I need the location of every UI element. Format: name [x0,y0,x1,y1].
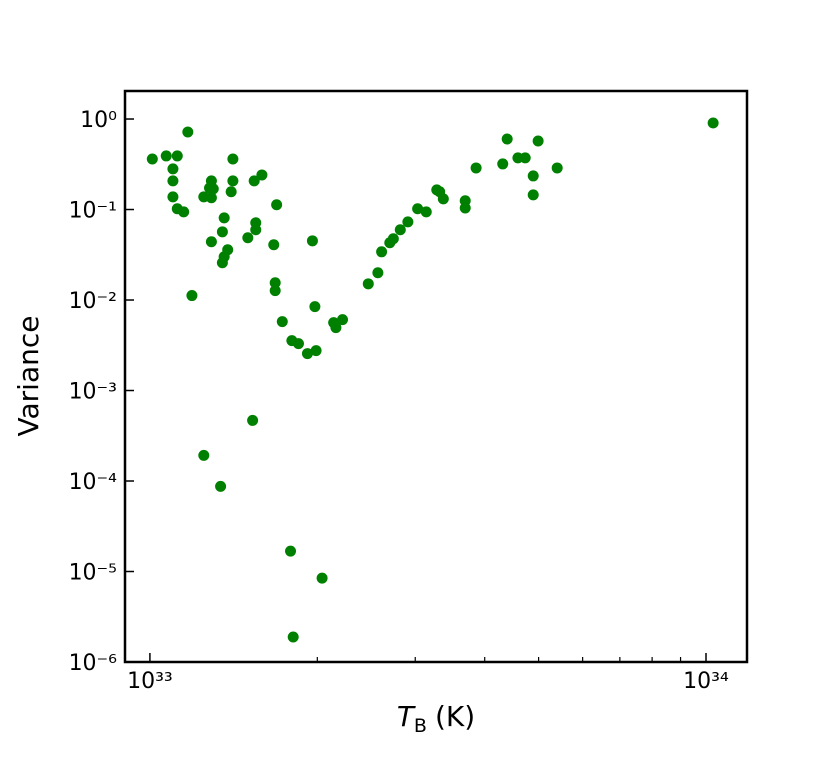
point [316,572,328,584]
y-tick-label: 10⁻³ [69,380,117,405]
point [247,414,259,426]
x-tick-label: 10³⁴ [683,669,729,694]
point [306,235,318,247]
point [285,545,297,557]
point [387,233,399,245]
point [301,348,313,360]
point [310,345,322,357]
point [376,246,388,258]
point [225,186,237,198]
point [269,285,281,297]
point [215,480,227,492]
point [198,449,210,461]
point [167,191,179,203]
point [222,244,234,256]
point [171,150,183,162]
y-tick-label: 10⁻⁶ [69,651,118,676]
point [519,152,531,164]
x-label-subscript: B [414,715,427,737]
point [707,117,719,129]
point [420,206,432,218]
point [362,278,374,290]
point [227,153,239,165]
point [248,175,260,187]
y-tick-label: 10⁰ [80,108,117,133]
point [242,232,254,244]
x-label-unit: (K) [435,700,475,733]
point [287,631,299,643]
x-label-symbol: T [397,700,416,733]
point [268,239,280,251]
point [186,290,198,302]
point [276,316,288,328]
point [182,126,194,138]
y-tick-label: 10⁻¹ [69,199,117,224]
point [527,170,539,182]
point [271,199,283,211]
point [160,150,172,162]
y-tick-label: 10⁻⁴ [69,470,118,495]
point [402,216,414,228]
point [330,322,342,334]
point [497,158,509,170]
y-tick-label: 10⁻⁵ [69,561,117,586]
point [292,338,304,350]
point [205,236,217,248]
point [337,314,349,326]
point [216,226,228,238]
point [394,224,406,236]
point [218,212,230,224]
point [167,175,179,187]
y-tick-label: 10⁻² [69,289,117,314]
point [527,189,539,201]
point [227,175,239,187]
point [167,163,179,175]
point [178,206,190,218]
point [532,135,544,147]
plot-frame [123,89,749,664]
point [309,301,321,313]
point [250,217,262,229]
point [501,133,513,145]
point [269,277,281,289]
point [146,153,158,165]
point [256,169,268,181]
point [412,203,424,215]
point [437,193,449,205]
point [459,202,471,214]
point [207,183,219,195]
point [551,162,563,174]
point [372,267,384,279]
y-axis-label: Variance [12,316,45,437]
x-axis-label: TB (K) [397,700,475,737]
point [205,192,217,204]
point [470,162,482,174]
x-tick-label: 10³³ [127,669,173,694]
